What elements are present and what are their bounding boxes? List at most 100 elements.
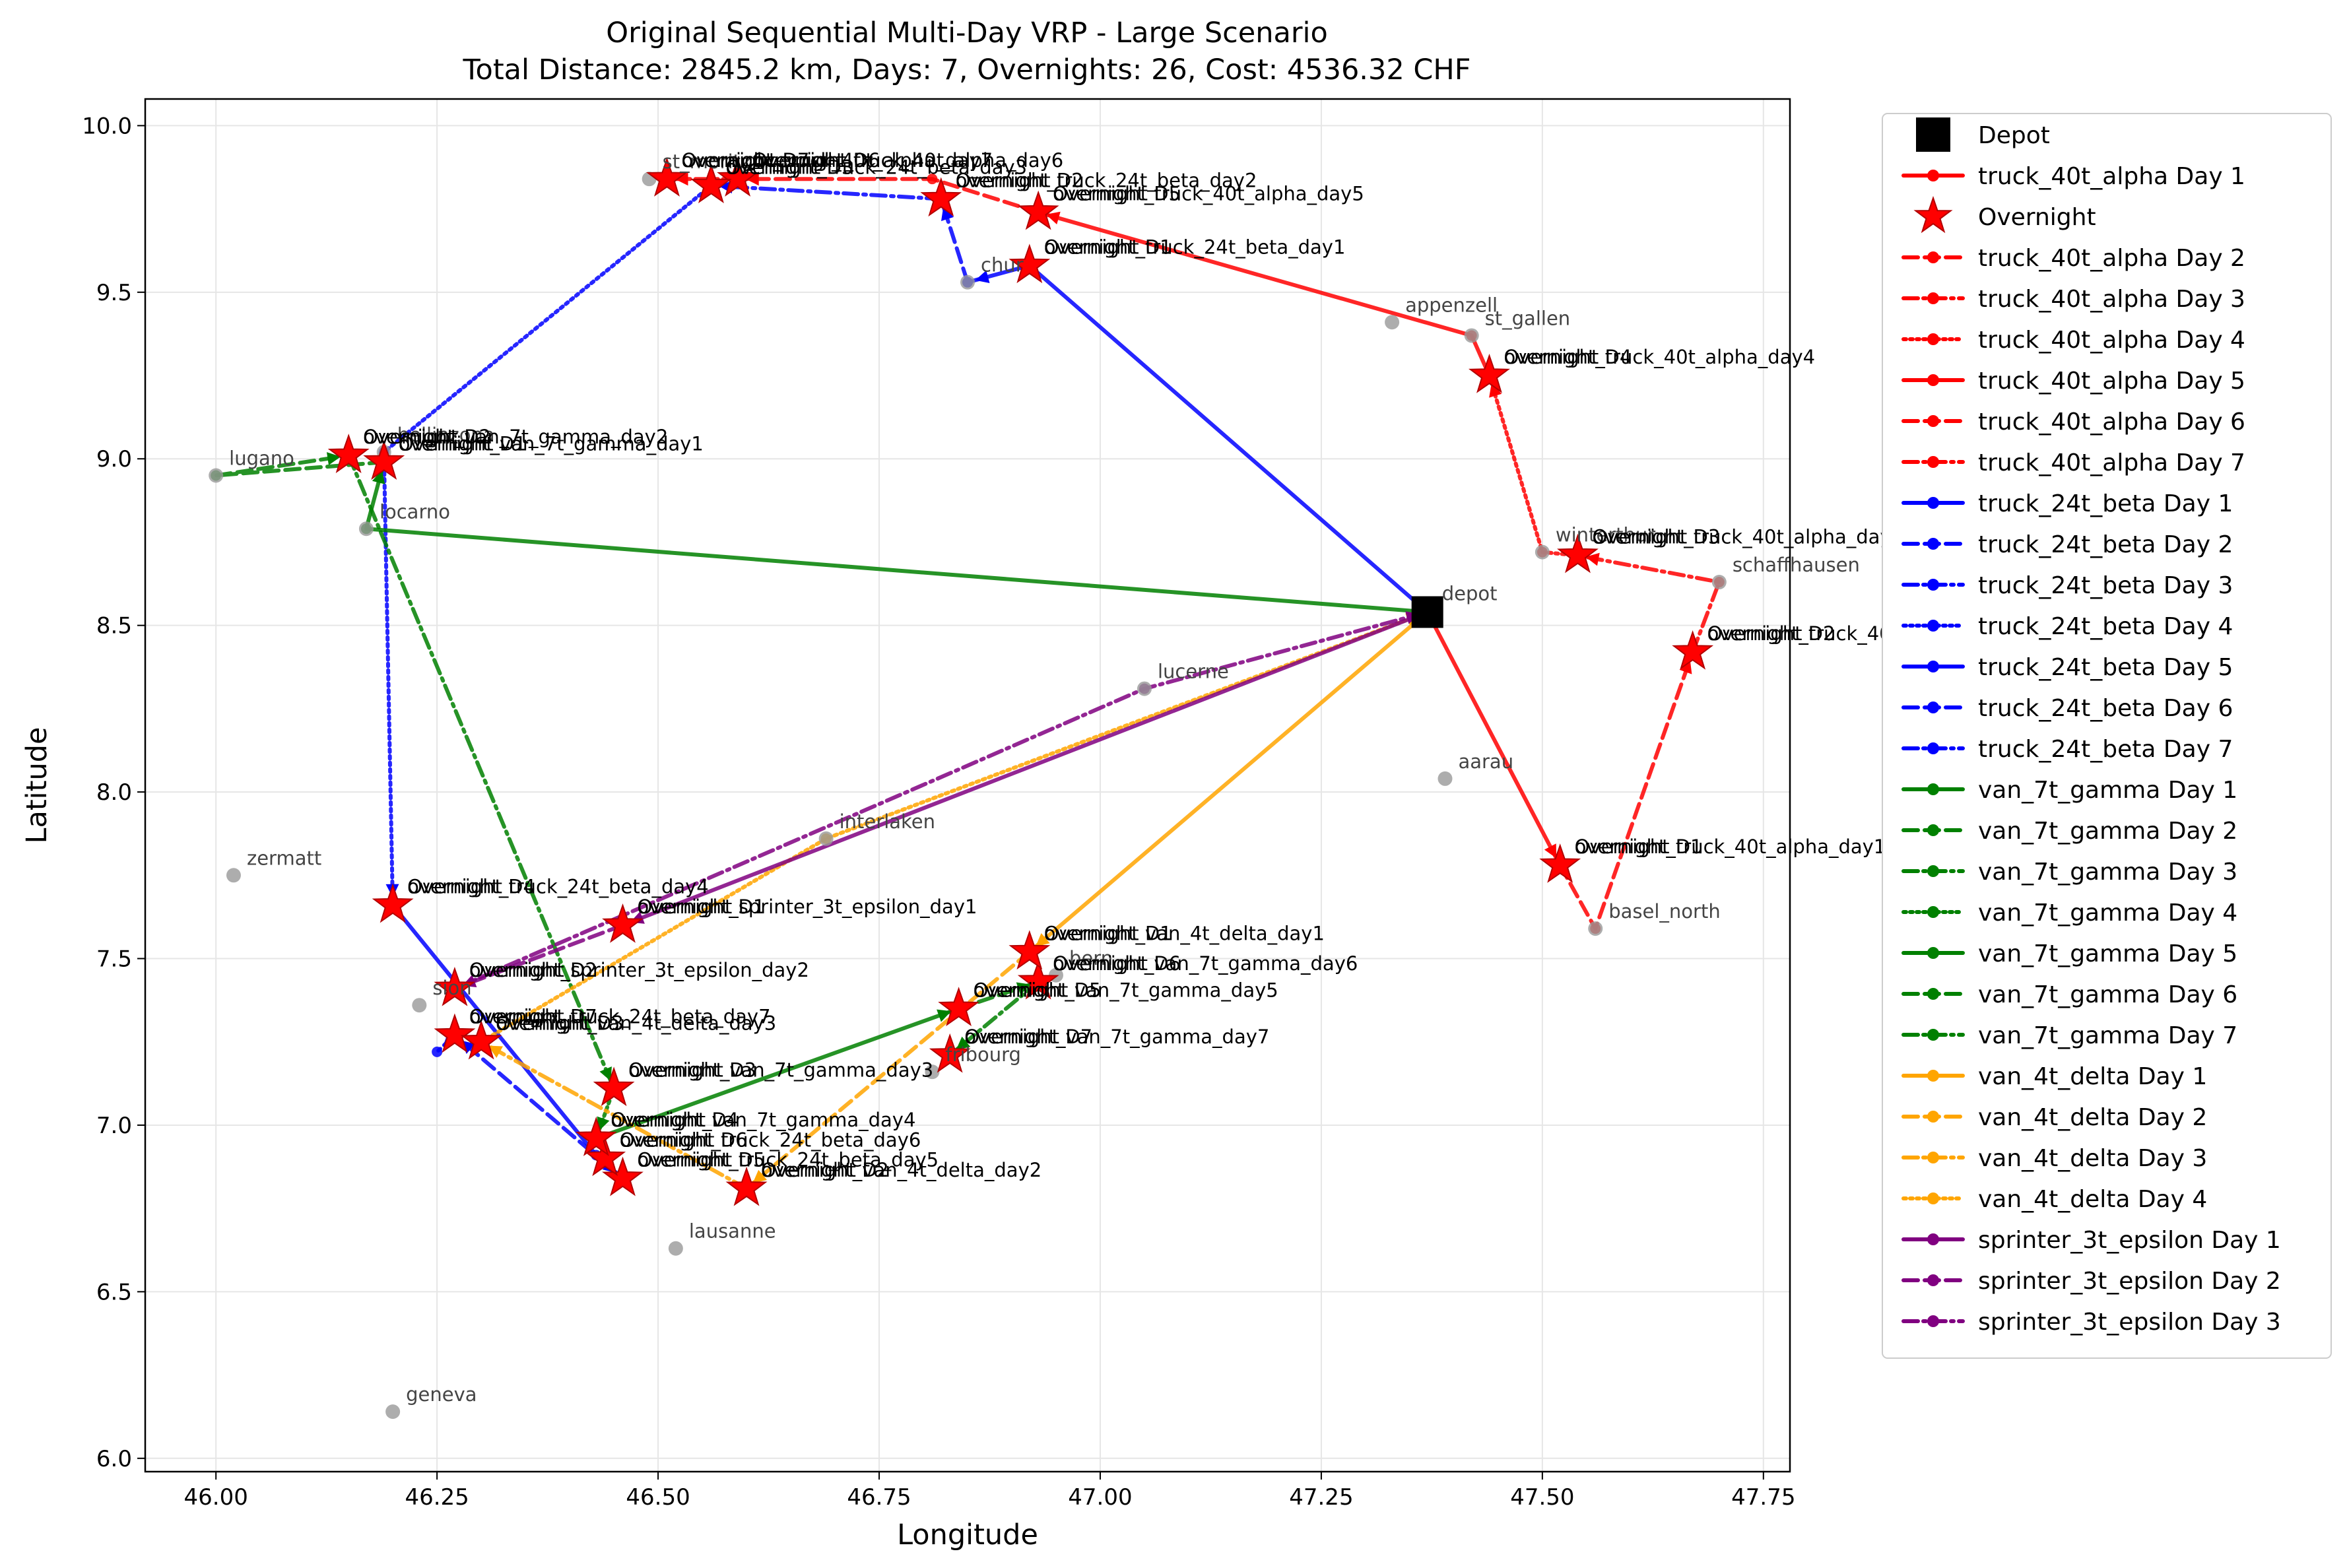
city-marker-geneva <box>385 1404 401 1420</box>
legend-entry: sprinter_3t_epsilon Day 2 <box>1978 1268 2281 1295</box>
y-tick-label: 8.0 <box>96 779 132 806</box>
overnight-label: overnight_truck_40t_alpha_day5 <box>1053 183 1364 205</box>
overnight-day-label: Overnight D6 <box>620 1128 748 1151</box>
chart-title: Original Sequential Multi-Day VRP - Larg… <box>606 16 1328 49</box>
legend-depot-swatch <box>1916 117 1950 152</box>
y-tick-label: 6.0 <box>96 1446 132 1472</box>
legend-entry: truck_40t_alpha Day 3 <box>1978 286 2245 313</box>
legend-entry: truck_24t_beta Day 7 <box>1978 736 2233 763</box>
overnight-label: overnight_van_7t_gamma_day4 <box>611 1109 915 1131</box>
overnight-label: overnight_van_7t_gamma_day2 <box>363 426 668 448</box>
overnight-day-label: Overnight D5 <box>1053 183 1181 205</box>
route-line-van_4t_delta-day-1 <box>1027 610 1430 954</box>
chart-subtitle: Total Distance: 2845.2 km, Days: 7, Over… <box>463 53 1471 86</box>
y-tick-label: 7.5 <box>96 946 132 973</box>
overnight-label: overnight_sprinter_3t_epsilon_day2 <box>469 959 809 981</box>
city-label-st_gallen: st_gallen <box>1485 307 1571 329</box>
legend-marker <box>1927 579 1939 591</box>
legend-entry: van_7t_gamma Day 4 <box>1978 899 2237 927</box>
legend-entry: van_4t_delta Day 1 <box>1978 1063 2207 1090</box>
legend-entry: truck_24t_beta Day 1 <box>1978 490 2233 517</box>
city-marker-lausanne <box>668 1241 683 1256</box>
y-tick-label: 8.5 <box>96 613 132 639</box>
overnight-day-label: Overnight D4 <box>1504 346 1632 368</box>
city-marker-aarau <box>1438 771 1453 786</box>
legend-entry: van_7t_gamma Day 5 <box>1978 940 2237 967</box>
city-label-bellinzona: bellinzona <box>397 424 495 446</box>
route-arrow <box>745 172 759 186</box>
x-tick-label: 47.75 <box>1731 1484 1795 1511</box>
overnight-day-label: Overnight D2 <box>469 959 597 981</box>
overnight-star-icon <box>1539 843 1581 883</box>
overnight-day-label: Overnight D6 <box>752 149 880 172</box>
overnight-day-label: Overnight D3 <box>628 1059 756 1081</box>
overnight-day-label: Overnight D5 <box>637 1149 765 1171</box>
route-arrow <box>597 1116 610 1131</box>
route-arrow <box>1544 843 1557 859</box>
y-tick-label: 6.5 <box>96 1279 132 1305</box>
legend-marker <box>1927 824 1939 836</box>
y-tick-label: 9.0 <box>96 446 132 473</box>
city-label-fribourg: fribourg <box>945 1043 1021 1066</box>
city-label-appenzell: appenzell <box>1405 294 1498 316</box>
route-line-truck_24t_beta-day-3 <box>709 183 943 201</box>
overnight-star-icon <box>929 1033 971 1073</box>
overnight-label: overnight_van_7t_gamma_day6 <box>1053 952 1358 975</box>
y-tick-label: 9.5 <box>96 280 132 306</box>
city-marker-appenzell <box>1385 315 1400 330</box>
legend-entry: Overnight <box>1978 204 2096 231</box>
route-arrow <box>1585 552 1600 566</box>
overnight-star-icon <box>1557 533 1599 573</box>
overnight-star-icon <box>1017 960 1059 1000</box>
legend-entry: Depot <box>1978 122 2050 149</box>
overnight-label: overnight_truck_24t_beta_day4 <box>407 876 709 898</box>
legend-marker <box>1927 702 1939 713</box>
overnight-label: overnight_van_4t_delta_day1 <box>1044 922 1325 944</box>
legend-marker <box>1927 742 1939 754</box>
overnight-day-label: Overnight D3 <box>1592 526 1720 548</box>
overnight-day-label: Overnight D1 <box>1044 236 1172 258</box>
overnight-label: overnight_sprinter_3t_epsilon_day1 <box>637 896 977 918</box>
legend-marker <box>1927 170 1939 181</box>
route-arrow <box>372 469 385 484</box>
x-tick-label: 46.75 <box>847 1484 911 1511</box>
legend-marker <box>1927 1029 1939 1041</box>
legend-marker <box>1927 415 1939 427</box>
overnight-label: overnight_van_7t_gamma_day3 <box>628 1059 933 1081</box>
overnight-star-icon <box>1672 630 1714 670</box>
route-arrow <box>975 270 990 283</box>
legend-marker <box>1927 333 1939 345</box>
route-arrow <box>1045 211 1061 224</box>
overnight-label: overnight_truck_40t_alpha_day7 <box>681 149 993 172</box>
overnight-label: overnight_van_7t_gamma_day7 <box>964 1026 1269 1048</box>
overnight-day-label: Overnight D7 <box>469 1006 597 1028</box>
route-arrow <box>941 206 954 221</box>
overnight-star-icon <box>725 1166 768 1206</box>
legend-marker <box>1927 1111 1939 1123</box>
legend-entry: sprinter_3t_epsilon Day 3 <box>1978 1309 2281 1336</box>
overnight-star-icon <box>920 177 962 217</box>
x-tick-label: 47.50 <box>1510 1484 1574 1511</box>
legend: Depot truck_40t_alpha Day 1 Overnight truck… <box>1882 113 2332 1359</box>
x-axis-label: Longitude <box>897 1519 1038 1552</box>
legend-marker <box>1927 988 1939 1000</box>
legend-entry: truck_40t_alpha Day 2 <box>1978 245 2245 272</box>
overnight-day-label: Overnight D2 <box>956 169 1084 191</box>
city-marker-sion <box>412 998 427 1013</box>
legend-marker <box>1927 292 1939 304</box>
x-tick-label: 47.25 <box>1289 1484 1353 1511</box>
overnight-day-label: Overnight D4 <box>611 1109 739 1131</box>
overnight-star-icon <box>1008 244 1051 284</box>
route-line-van_7t_gamma-day-3 <box>347 453 616 1091</box>
legend-marker <box>1927 1274 1939 1286</box>
city-marker-interlaken <box>818 831 834 846</box>
route-arrow <box>488 1045 503 1058</box>
overnight-markers <box>327 157 1714 1206</box>
x-tick-label: 46.00 <box>184 1484 248 1511</box>
legend-marker <box>1927 906 1939 918</box>
city-label-sion: sion <box>432 977 471 999</box>
legend-overnight-star-icon <box>1913 195 1953 234</box>
legend-marker <box>1927 374 1939 386</box>
overnight-day-label: Overnight D5 <box>974 979 1102 1001</box>
legend-marker <box>1927 456 1939 468</box>
